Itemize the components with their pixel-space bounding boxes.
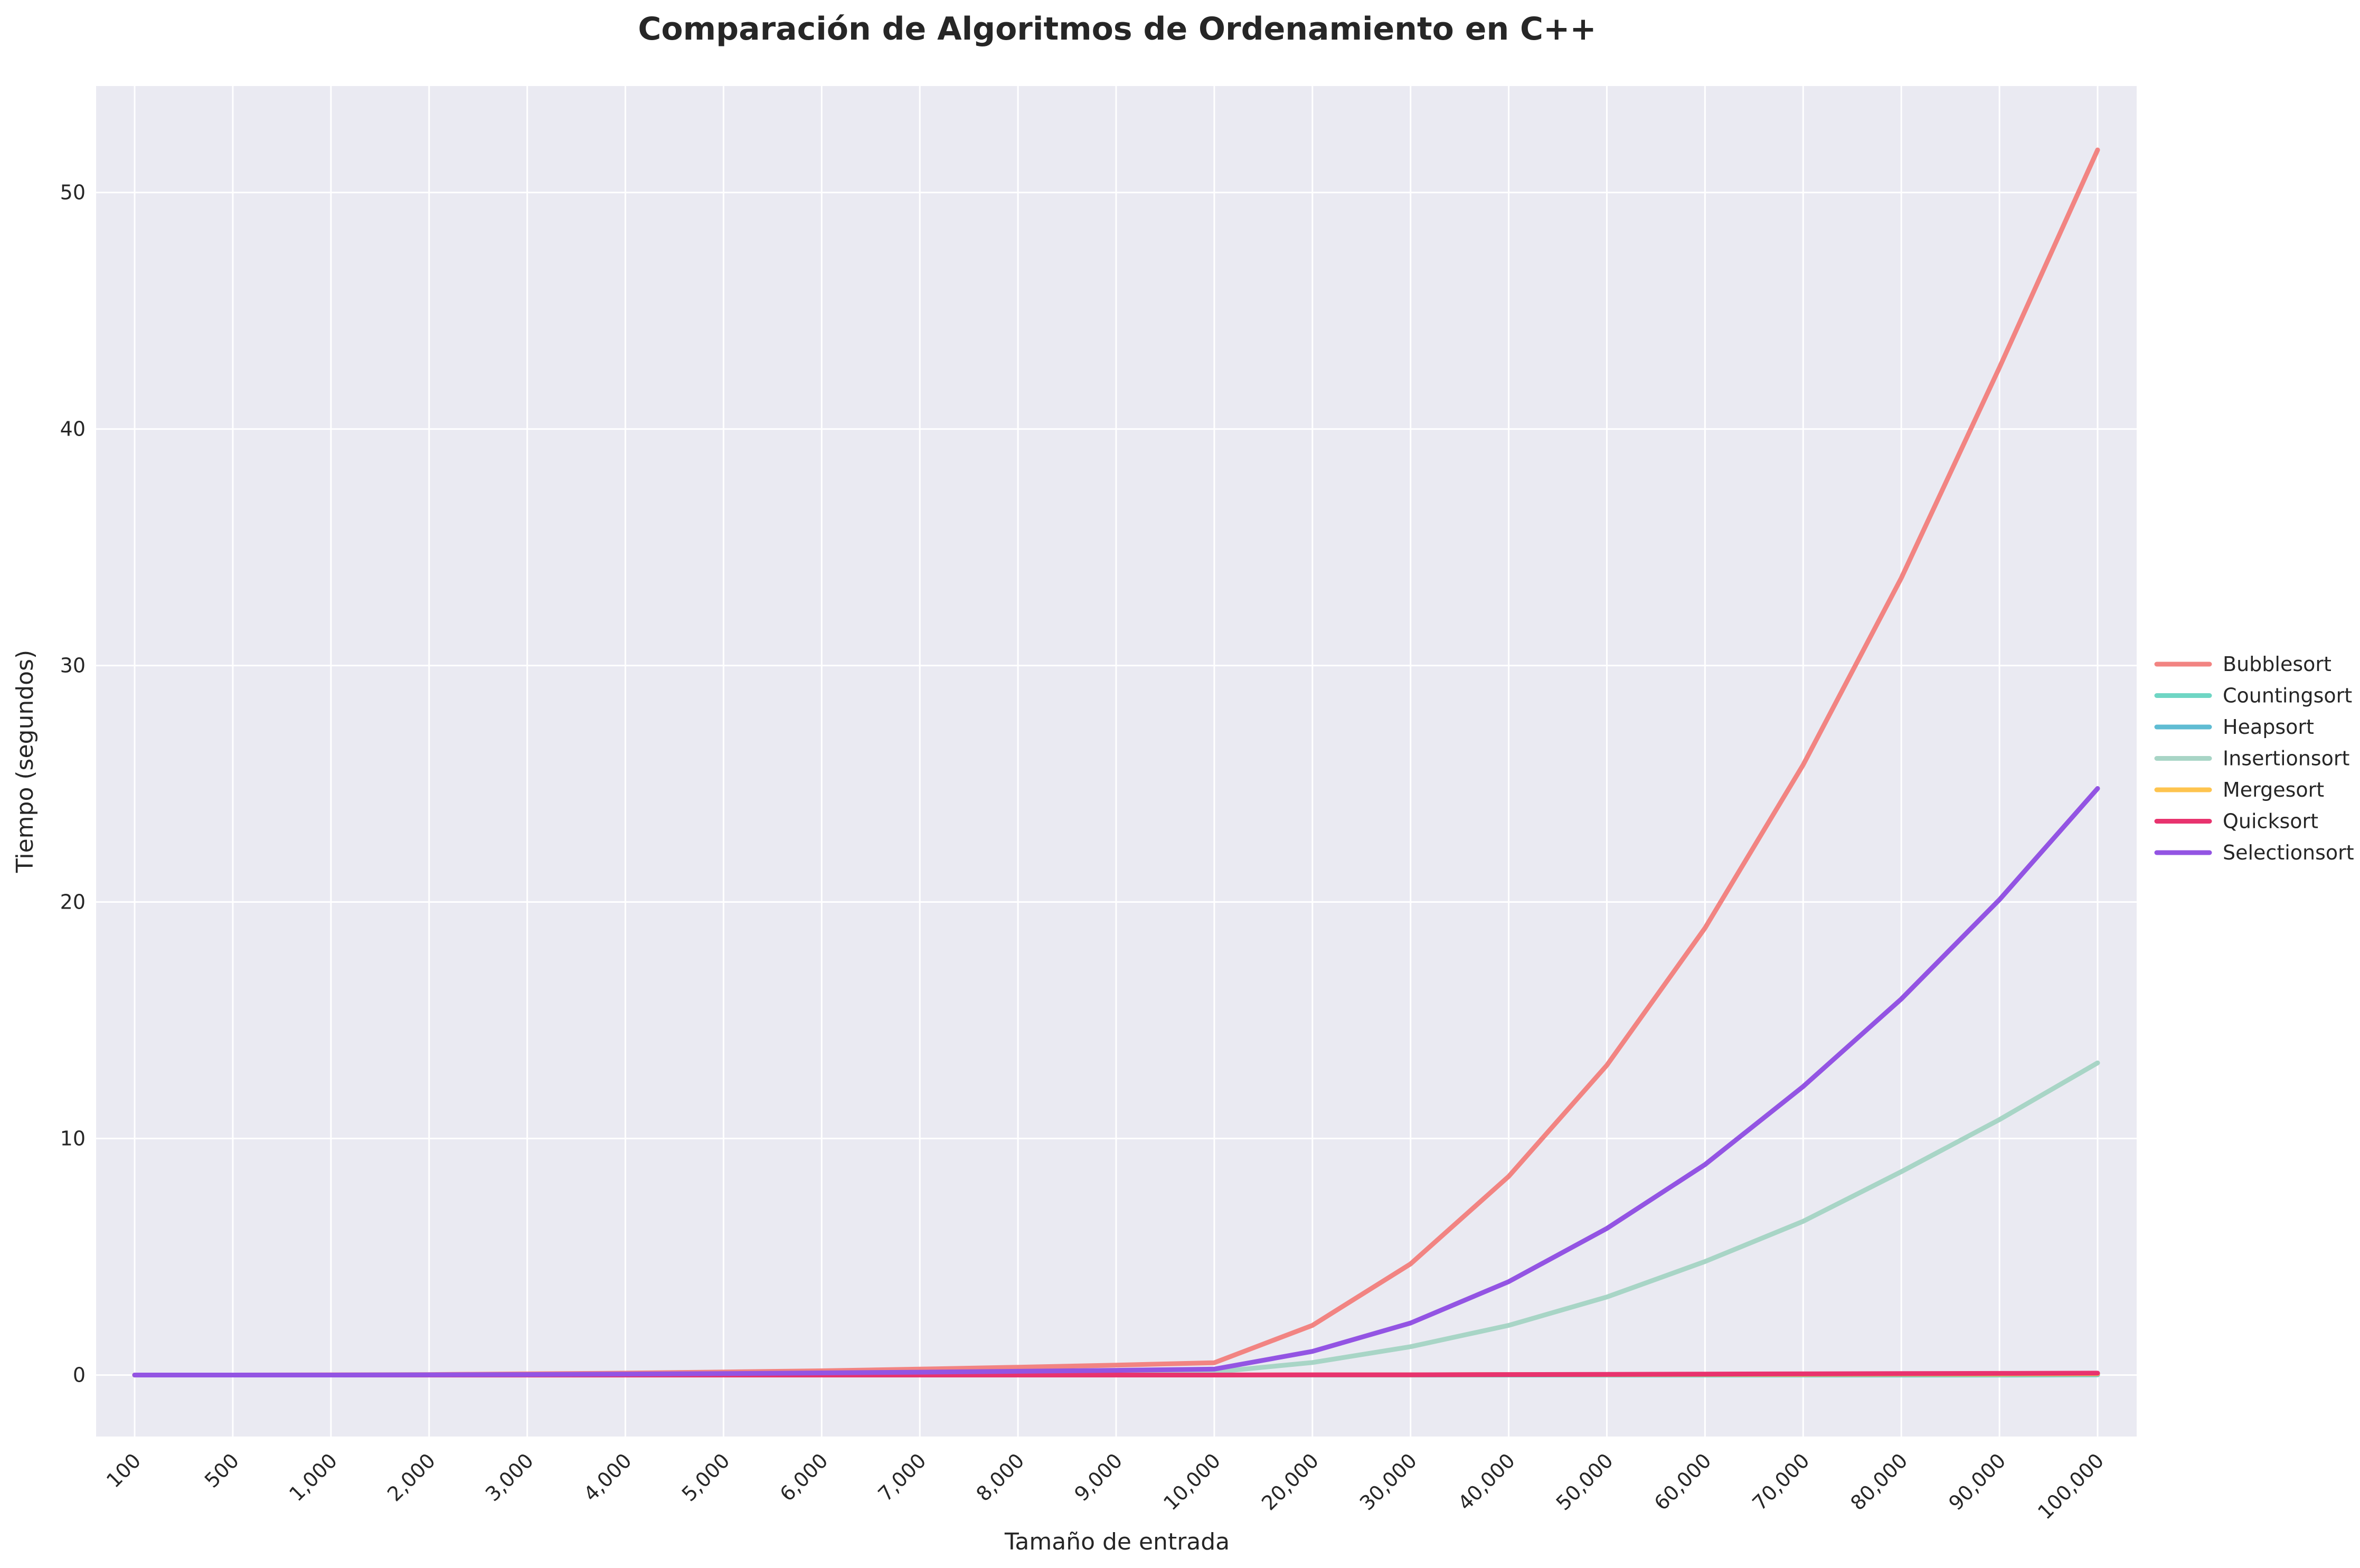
y-tick-label: 40	[60, 418, 86, 441]
y-axis-label: Tiempo (segundos)	[12, 650, 39, 873]
x-tick-label: 90,000	[1944, 1449, 2010, 1515]
legend-label: Quicksort	[2223, 810, 2318, 833]
x-axis: 100 500 1,000 2,000 3,000 4,000 5,000 6,000 7,00…	[102, 1449, 2108, 1524]
series-lines	[132, 147, 2100, 1377]
legend-label: Bubblesort	[2223, 653, 2331, 676]
y-tick-label: 50	[60, 181, 86, 204]
y-tick-label: 20	[60, 891, 86, 914]
x-tick-label: 20,000	[1257, 1449, 1323, 1515]
x-tick-label: 100	[102, 1449, 145, 1492]
x-tick-label: 30,000	[1355, 1449, 1421, 1515]
x-tick-label: 40,000	[1453, 1449, 1519, 1515]
x-tick-label: 3,000	[481, 1449, 538, 1506]
x-tick-label: 100,000	[2033, 1449, 2108, 1524]
x-tick-label: 6,000	[776, 1449, 833, 1506]
legend-label: Selectionsort	[2223, 841, 2354, 864]
x-tick-label: 4,000	[579, 1449, 636, 1506]
legend-label: Insertionsort	[2223, 747, 2349, 770]
y-axis: 0 10 20 30 40 50	[60, 181, 86, 1387]
x-tick-label: 9,000	[1070, 1449, 1127, 1506]
x-tick-label: 7,000	[874, 1449, 931, 1506]
chart-title: Comparación de Algoritmos de Ordenamient…	[638, 11, 1596, 48]
x-tick-label: 1,000	[285, 1449, 342, 1506]
x-tick-label: 80,000	[1846, 1449, 1912, 1515]
x-axis-label: Tamaño de entrada	[1004, 1528, 1230, 1555]
series-line-selectionsort	[132, 786, 2100, 1377]
x-tick-label: 60,000	[1650, 1449, 1716, 1515]
legend-label: Heapsort	[2223, 715, 2314, 739]
legend: Bubblesort Countingsort Heapsort Insertions…	[2154, 653, 2354, 864]
x-tick-label: 8,000	[971, 1449, 1028, 1506]
y-tick-label: 10	[60, 1127, 86, 1150]
y-tick-label: 30	[60, 654, 86, 677]
x-tick-label: 2,000	[383, 1449, 440, 1506]
x-tick-label: 500	[200, 1449, 243, 1492]
x-tick-label: 50,000	[1552, 1449, 1618, 1515]
legend-label: Countingsort	[2223, 684, 2352, 707]
legend-label: Mergesort	[2223, 778, 2324, 801]
y-tick-label: 0	[73, 1364, 86, 1387]
x-tick-label: 10,000	[1159, 1449, 1225, 1515]
x-tick-label: 5,000	[677, 1449, 734, 1506]
x-tick-label: 70,000	[1748, 1449, 1814, 1515]
